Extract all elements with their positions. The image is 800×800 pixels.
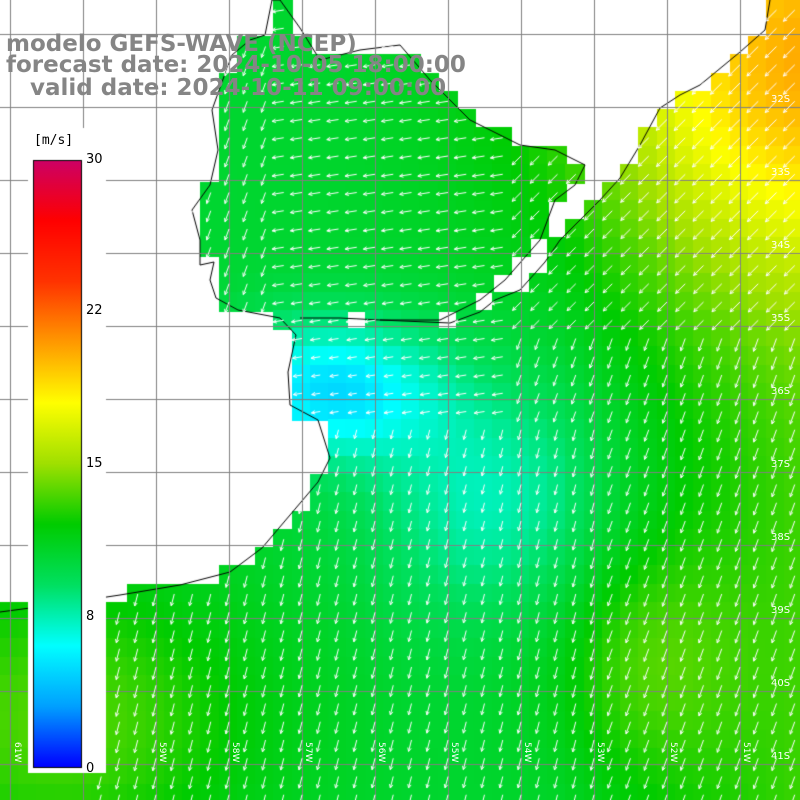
lat-label-35s: 35S [771,313,791,324]
lon-label-51w: 51W [741,742,751,763]
lon-label-55w: 55W [449,742,459,763]
colorbar-tick-0: 0 [86,761,95,776]
colorbar-units: [m/s] [34,133,74,148]
colorbar-tick-15: 15 [86,456,103,471]
lon-label-58w: 58W [230,742,240,763]
lon-label-57w: 57W [303,742,313,763]
lat-label-41s: 41S [771,751,791,762]
lat-label-37s: 37S [771,459,791,470]
lat-label-33s: 33S [771,167,791,178]
lon-label-54w: 54W [522,742,532,763]
lon-label-60w: 60W [85,742,95,763]
model-title: modelo GEFS-WAVE (NCEP) [6,31,357,57]
colorbar-tick-22: 22 [86,303,103,318]
lon-label-56w: 56W [376,742,386,763]
lat-label-39s: 39S [771,605,791,616]
valid-date: valid date: 2024-10-11 09:00:00 [6,75,447,101]
colorbar-tick-8: 8 [86,609,95,624]
lat-label-34s: 34S [771,240,791,251]
lon-label-61w: 61W [12,742,22,763]
lat-label-36s: 36S [771,386,791,397]
lon-label-59w: 59W [157,742,167,763]
lon-label-53w: 53W [595,742,605,763]
lat-label-40s: 40S [771,678,791,689]
lat-label-32s: 32S [771,94,791,105]
lon-label-52w: 52W [668,742,678,763]
colorbar-tick-30: 30 [86,152,103,167]
lat-label-38s: 38S [771,532,791,543]
forecast-date: forecast date: 2024-10-05 18:00:00 [6,52,466,78]
